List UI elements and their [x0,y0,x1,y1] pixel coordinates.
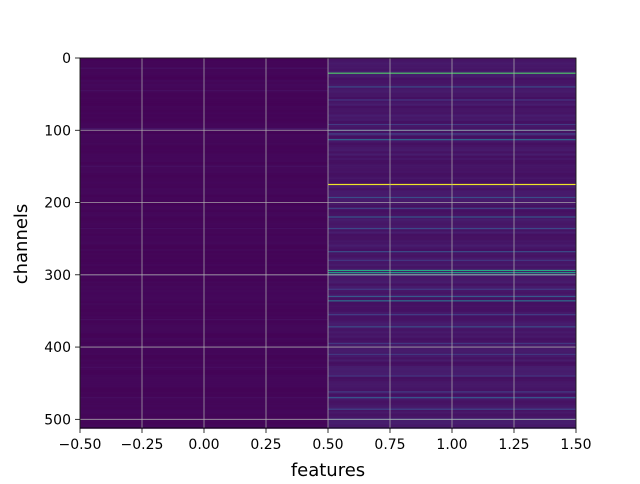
y-tick-label-5: 500 [44,412,71,428]
x-tick-label-8: 1.50 [560,437,591,453]
x-tick-label-6: 1.00 [436,437,467,453]
axes: −0.50 −0.25 0.00 0.25 0.50 0.75 1.00 1.25 1.50 0 1… [44,51,591,453]
x-tick-label-3: 0.25 [250,437,281,453]
y-tick-label-0: 0 [62,51,71,67]
y-tick-label-2: 200 [44,196,71,212]
x-tick-label-2: 0.00 [188,437,219,453]
x-tick-label-7: 1.25 [498,437,529,453]
x-axis-label: features [291,460,365,480]
x-tick-label-1: −0.25 [121,437,164,453]
x-tick-label-4: 0.50 [312,437,343,453]
y-tick-label-3: 300 [44,268,71,284]
y-axis-label: channels [11,204,32,285]
x-tick-label-5: 0.75 [374,437,405,453]
y-tick-label-1: 100 [44,123,71,139]
x-tick-label-0: −0.50 [59,437,102,453]
y-tick-label-4: 400 [44,340,71,356]
